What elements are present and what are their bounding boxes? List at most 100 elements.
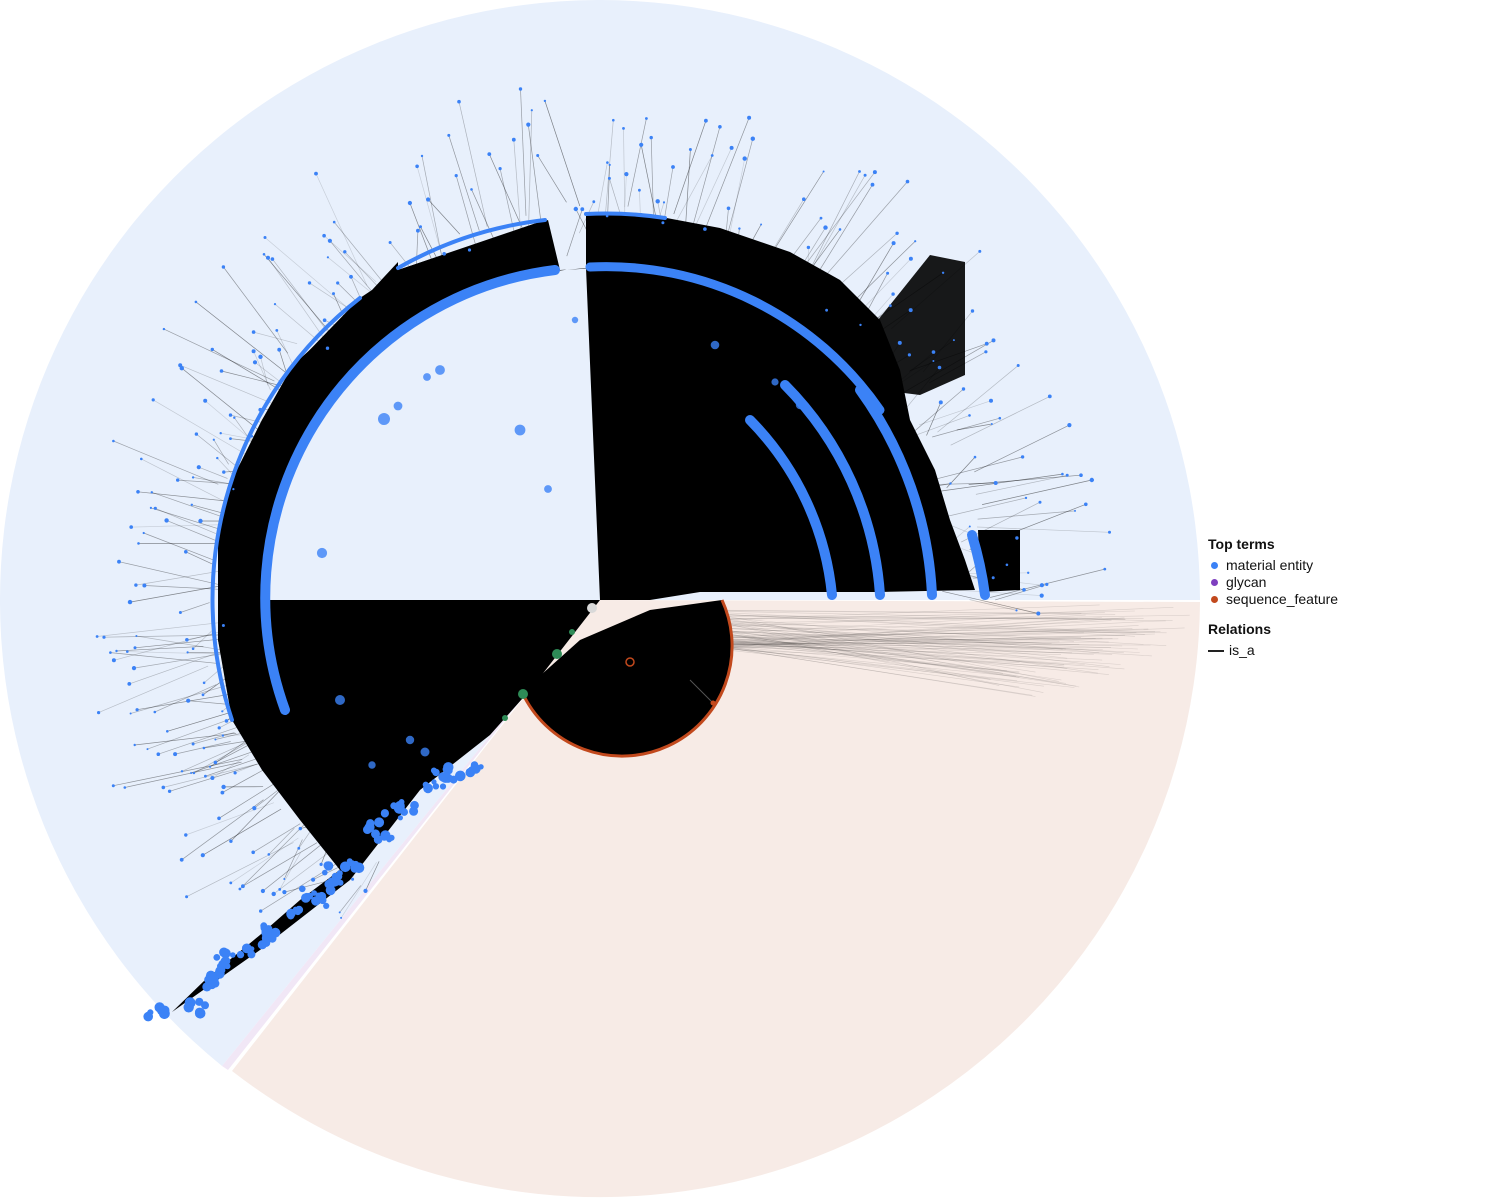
edge-line: [692, 126, 721, 227]
leaf-node: [457, 99, 461, 104]
leaf-node: [185, 638, 189, 642]
interior-node: [368, 761, 376, 769]
leaf-node: [870, 182, 875, 187]
edge-line: [968, 474, 1082, 485]
cluster-node: [202, 982, 212, 992]
edge-line: [141, 458, 228, 504]
edge-line: [787, 229, 841, 301]
edge-line: [696, 637, 1082, 650]
leaf-node: [914, 240, 917, 243]
leaf-node: [742, 156, 747, 161]
edge-line: [836, 272, 944, 347]
edge-line: [135, 567, 240, 586]
leaf-node: [151, 398, 155, 402]
edge-line: [254, 362, 311, 406]
edge-line: [193, 741, 250, 774]
leaf-node: [747, 115, 752, 120]
leaf-node: [322, 318, 327, 323]
edge-wedge-left: [218, 290, 385, 720]
leaf-node: [210, 776, 215, 780]
leaf-node: [949, 482, 952, 485]
leaf-node: [661, 221, 665, 225]
leaf-node: [220, 790, 225, 795]
edge-line: [976, 526, 1110, 533]
edge-line: [688, 641, 1060, 646]
leaf-node: [858, 170, 861, 173]
legend-item-label: is_a: [1229, 642, 1255, 658]
edge-line: [942, 590, 1039, 614]
edge-line: [698, 641, 1103, 661]
edge-line: [925, 456, 1023, 483]
leaf-node: [1067, 423, 1072, 428]
leaf-node: [262, 253, 266, 256]
edge-line: [180, 602, 210, 613]
leaf-node: [688, 148, 692, 151]
edge-line: [763, 171, 824, 267]
edge-line: [709, 625, 1139, 649]
leaf-node: [889, 304, 892, 308]
leaf-node: [133, 743, 136, 747]
legend-item-glycan: glycan: [1208, 574, 1388, 591]
edge-line: [251, 435, 293, 442]
leaf-node: [984, 350, 988, 354]
edge-line: [687, 616, 1036, 673]
edge-line: [952, 589, 1042, 596]
cluster-node: [183, 1002, 194, 1013]
edge-line: [97, 622, 219, 637]
leaf-node: [961, 387, 966, 391]
edge-line: [137, 693, 231, 711]
edge-line: [834, 324, 861, 352]
leaf-node: [968, 525, 971, 528]
leaf-node: [802, 197, 806, 201]
leaf-node: [140, 457, 143, 461]
edge-line: [604, 120, 614, 220]
edge-line: [794, 227, 826, 278]
edge-line: [956, 423, 992, 431]
leaf-node: [750, 136, 755, 141]
edge-line: [705, 646, 1017, 677]
edge-line: [926, 402, 942, 436]
leaf-node: [229, 839, 233, 843]
interior-node: [771, 378, 779, 386]
leaf-node: [1047, 394, 1052, 399]
edge-line: [700, 636, 1125, 670]
leaf-node: [213, 760, 218, 765]
leaf-node: [325, 346, 330, 350]
edge-line: [946, 497, 1027, 517]
edge-line: [946, 572, 1029, 575]
leaf-node: [952, 339, 955, 342]
edge-line: [652, 628, 1149, 640]
edge-line: [196, 433, 255, 482]
edge-line: [780, 217, 822, 272]
leaf-node: [819, 216, 823, 220]
edge-line: [230, 414, 275, 426]
leaf-node: [233, 416, 236, 419]
edge-line: [687, 627, 1167, 634]
leaf-node: [150, 491, 153, 494]
edge-line: [969, 503, 1086, 550]
edge-line: [177, 479, 232, 484]
legend-item-label: sequence_feature: [1226, 591, 1339, 607]
leaf-node: [176, 478, 180, 482]
leaf-node: [126, 650, 129, 653]
edge-line: [929, 351, 987, 384]
edge-line: [134, 732, 237, 746]
leaf-node: [467, 248, 472, 252]
cluster-node: [340, 861, 351, 873]
leaf-node: [530, 109, 533, 112]
leaf-node: [989, 398, 993, 403]
leaf-node: [645, 117, 648, 120]
material-entity-dot-icon: [1211, 562, 1218, 569]
edge-line: [705, 630, 1138, 650]
edge-line: [944, 526, 971, 549]
leaf-node: [1015, 609, 1018, 612]
leaf-node: [278, 888, 282, 891]
edge-line: [209, 731, 259, 768]
leaf-node: [178, 363, 183, 368]
edge-line: [276, 330, 295, 369]
edge-line: [624, 174, 627, 208]
edge-line: [143, 532, 216, 561]
edge-line: [952, 570, 1025, 591]
leaf-node: [895, 231, 899, 235]
